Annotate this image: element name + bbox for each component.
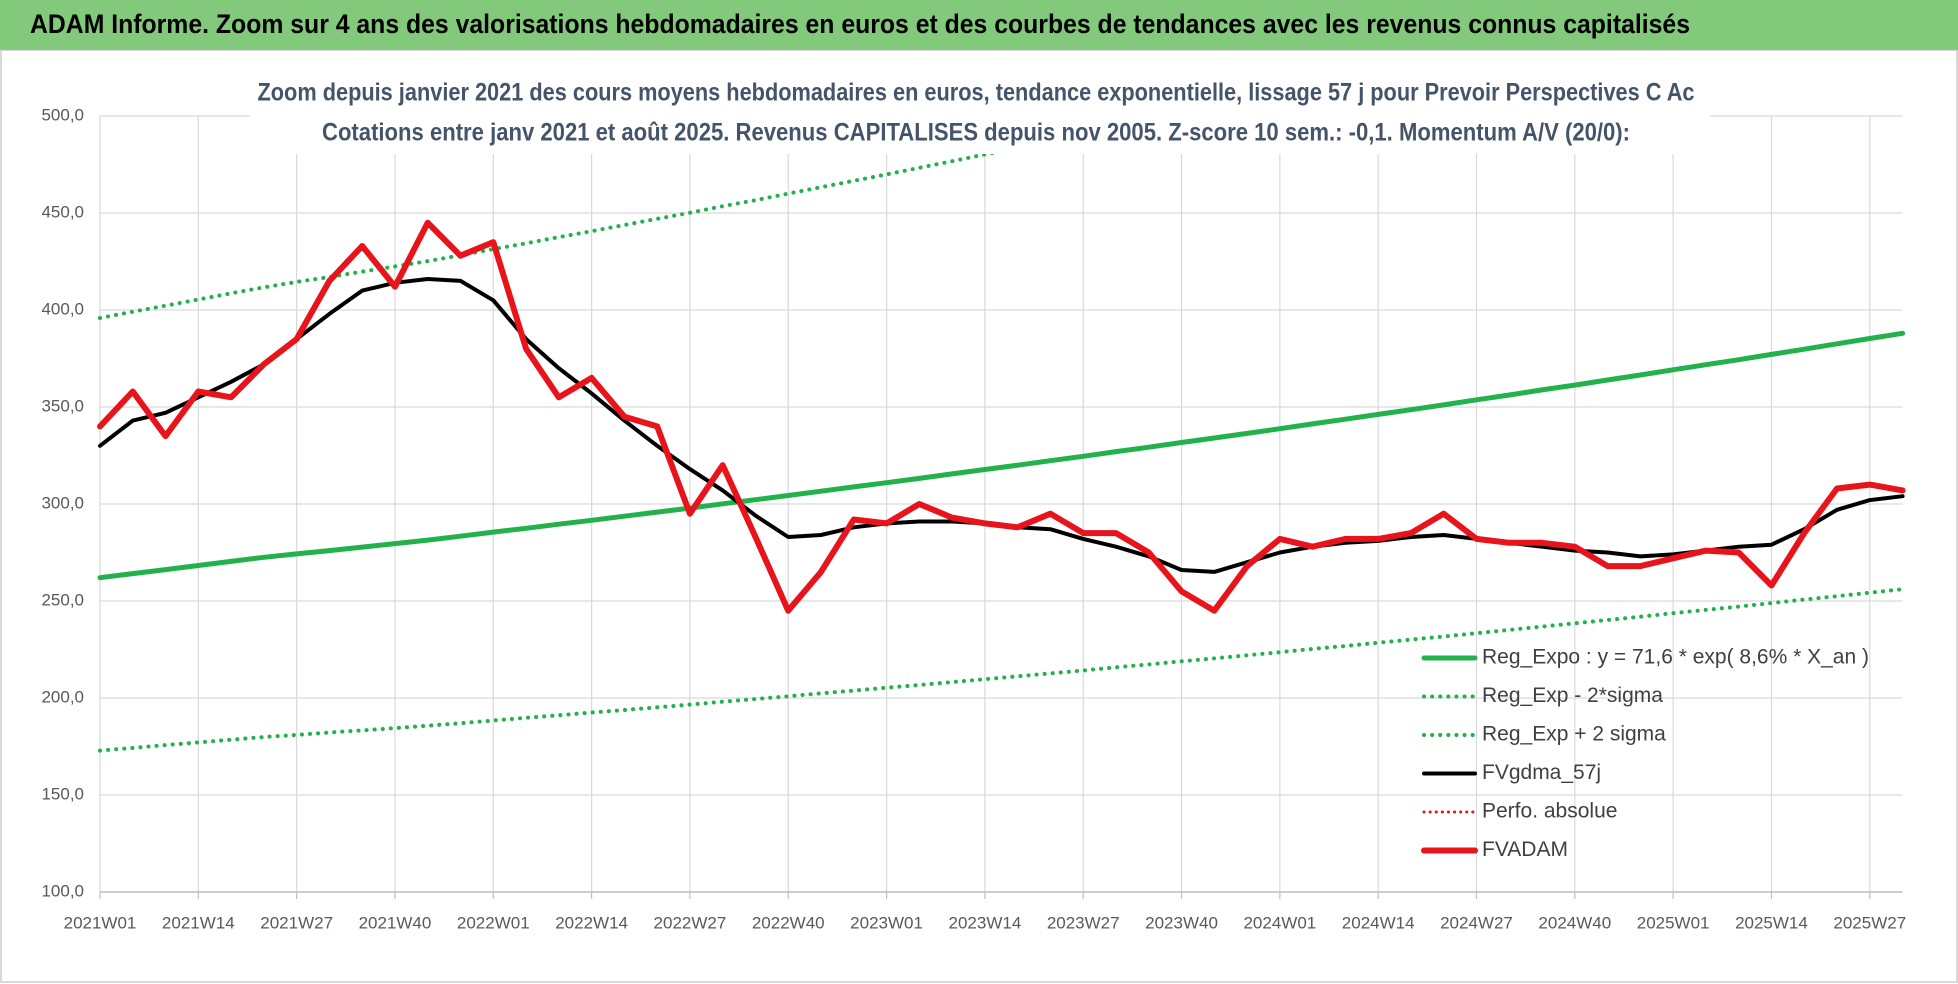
x-tick-label: 2024W27 <box>1440 913 1513 932</box>
legend-label: Reg_Expo : y = 71,6 * exp( 8,6% * X_an ) <box>1482 646 1869 669</box>
y-tick-label: 400,0 <box>41 299 84 318</box>
title-box <box>250 74 1710 154</box>
chart-frame <box>0 49 1958 983</box>
x-tick-label: 2024W01 <box>1243 913 1316 932</box>
x-tick-label: 2021W40 <box>359 913 432 932</box>
y-tick-label: 450,0 <box>41 202 84 221</box>
x-tick-label: 2023W40 <box>1145 913 1218 932</box>
x-tick-label: 2025W27 <box>1833 913 1906 932</box>
x-tick-label: 2024W40 <box>1538 913 1611 932</box>
series-line <box>97 330 1906 581</box>
chart-title: Zoom depuis janvier 2021 des cours moyen… <box>258 79 1695 107</box>
x-tick-label: 2025W14 <box>1735 913 1808 932</box>
legend: Reg_Expo : y = 71,6 * exp( 8,6% * X_an )… <box>1421 646 1869 861</box>
x-tick-label: 2022W27 <box>654 913 727 932</box>
x-tick-label: 2022W01 <box>457 913 530 932</box>
y-tick-label: 300,0 <box>41 493 84 512</box>
x-tick-label: 2022W14 <box>555 913 628 932</box>
x-tick-label: 2023W14 <box>949 913 1022 932</box>
x-tick-label: 2022W40 <box>752 913 825 932</box>
y-tick-label: 150,0 <box>41 784 84 803</box>
x-tick-label: 2025W01 <box>1637 913 1710 932</box>
legend-label: Perfo. absolue <box>1482 800 1617 823</box>
legend-label: Reg_Exp - 2*sigma <box>1482 684 1663 707</box>
y-tick-label: 100,0 <box>41 881 84 900</box>
x-tick-label: 2021W27 <box>260 913 333 932</box>
legend-label: FVgdma_57j <box>1482 761 1601 784</box>
x-tick-label: 2021W01 <box>64 913 137 932</box>
plot-lines <box>97 110 1906 753</box>
x-tick-label: 2021W14 <box>162 913 235 932</box>
y-tick-label: 500,0 <box>41 105 84 124</box>
y-tick-label: 200,0 <box>41 687 84 706</box>
header-title: ADAM Informe. Zoom sur 4 ans des valoris… <box>30 9 1690 39</box>
x-tick-label: 2024W14 <box>1342 913 1415 932</box>
series-line <box>97 219 1906 614</box>
chart-subtitle: Cotations entre janv 2021 et août 2025. … <box>322 119 1630 147</box>
series-line <box>98 587 1905 753</box>
x-tick-label: 2023W27 <box>1047 913 1120 932</box>
legend-label: Reg_Exp + 2 sigma <box>1482 723 1666 746</box>
y-tick-label: 350,0 <box>41 396 84 415</box>
header-bar <box>0 0 1958 50</box>
y-tick-label: 250,0 <box>41 590 84 609</box>
x-tick-label: 2023W01 <box>850 913 923 932</box>
legend-label: FVADAM <box>1482 838 1568 861</box>
